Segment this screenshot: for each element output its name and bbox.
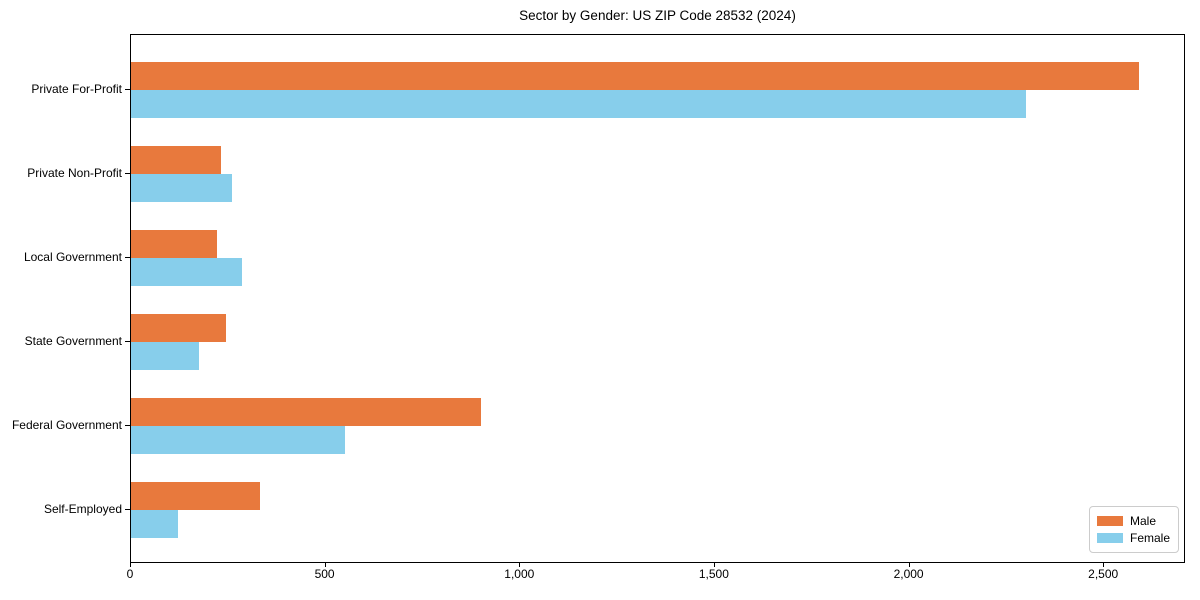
- bar-male-local-government: [131, 229, 217, 258]
- bar-male-federal-government: [131, 397, 482, 426]
- x-tick-label-2-500: 2,500: [1088, 567, 1119, 581]
- legend-swatch-female: [1097, 533, 1123, 543]
- bar-female-local-government: [131, 257, 242, 286]
- x-tick-label-0: 0: [126, 567, 134, 581]
- x-tick-mark: [1103, 563, 1105, 567]
- bar-female-self-employed: [131, 509, 178, 538]
- legend-swatch-male: [1097, 516, 1123, 526]
- y-tick-mark: [125, 424, 130, 426]
- y-tick-label-self-employed: Self-Employed: [43, 501, 122, 516]
- y-tick-label-local-government: Local Government: [23, 249, 122, 264]
- y-tick-mark: [125, 508, 130, 510]
- y-tick-label-private-non-profit: Private Non-Profit: [27, 165, 122, 180]
- y-tick-label-federal-government: Federal Government: [11, 417, 122, 432]
- chart-title: Sector by Gender: US ZIP Code 28532 (202…: [519, 8, 796, 23]
- x-tick-mark: [519, 563, 521, 567]
- y-tick-mark: [125, 172, 130, 174]
- bar-male-self-employed: [131, 481, 260, 510]
- y-tick-mark: [125, 256, 130, 258]
- legend-label-male: Male: [1130, 514, 1157, 528]
- x-tick-label-1-500: 1,500: [698, 567, 729, 581]
- y-tick-mark: [125, 88, 130, 90]
- y-tick-mark: [125, 340, 130, 342]
- x-tick-mark: [908, 563, 910, 567]
- x-tick-mark: [130, 563, 131, 567]
- legend: Male Female: [1089, 506, 1179, 553]
- bar-female-state-government: [131, 341, 200, 370]
- bar-male-state-government: [131, 313, 227, 342]
- x-tick-label-2-000: 2,000: [893, 567, 924, 581]
- x-tick-mark: [713, 563, 715, 567]
- legend-item-male: Male: [1097, 515, 1171, 527]
- bar-female-private-non-profit: [131, 173, 233, 202]
- bar-male-private-non-profit: [131, 145, 221, 174]
- bar-female-private-for-profit: [131, 89, 1027, 118]
- y-tick-label-state-government: State Government: [24, 333, 122, 348]
- y-tick-label-private-for-profit: Private For-Profit: [31, 81, 122, 96]
- legend-label-female: Female: [1130, 531, 1171, 545]
- x-tick-label-500: 500: [314, 567, 335, 581]
- bar-male-private-for-profit: [131, 61, 1140, 90]
- x-tick-mark: [324, 563, 326, 567]
- plot-area: [130, 34, 1185, 563]
- bar-female-federal-government: [131, 425, 346, 454]
- legend-item-female: Female: [1097, 532, 1171, 544]
- x-tick-label-1-000: 1,000: [504, 567, 535, 581]
